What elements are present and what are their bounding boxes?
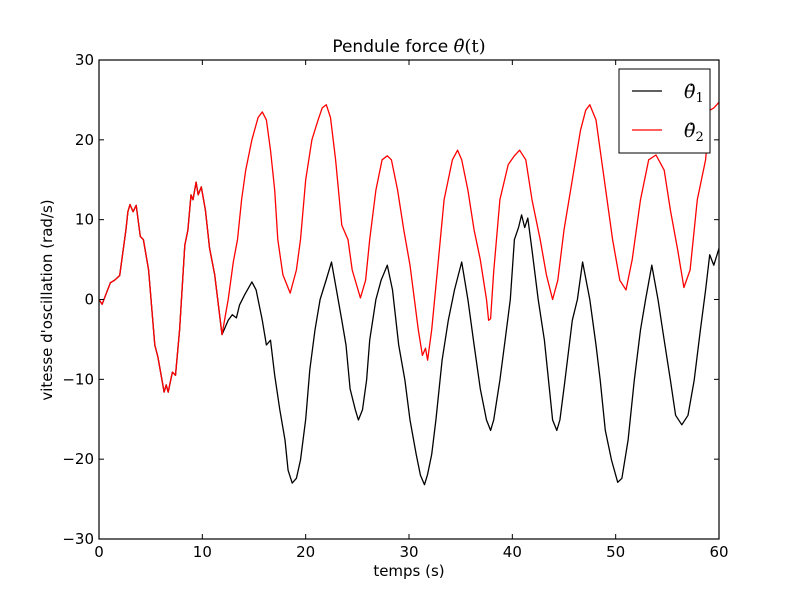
x-tick-label: 10 <box>193 543 212 561</box>
y-axis: −30 −20 −10 0 10 20 30 <box>62 51 719 548</box>
legend-box <box>618 68 711 154</box>
x-axis: 0 10 20 30 40 50 60 <box>94 60 729 561</box>
x-tick-label: 50 <box>606 543 625 561</box>
y-axis-label: vitesse d'oscillation (rad/s) <box>38 199 56 400</box>
plot-area <box>99 60 719 539</box>
x-tick-label: 40 <box>503 543 522 561</box>
y-tick-label: −10 <box>62 370 94 388</box>
legend-label-theta1: θ̇1 <box>684 81 704 106</box>
y-tick-label: 0 <box>84 291 94 309</box>
series-layer <box>98 101 720 486</box>
y-tick-label: 10 <box>75 211 94 229</box>
x-tick-label: 0 <box>94 543 104 561</box>
y-tick-label: −20 <box>62 450 94 468</box>
y-tick-label: −30 <box>62 530 94 548</box>
y-tick-label: 20 <box>75 131 94 149</box>
legend-label-theta2: θ̇2 <box>684 120 704 145</box>
series-line-theta2 <box>98 101 720 393</box>
y-tick-label: 30 <box>75 51 94 69</box>
x-tick-label: 60 <box>709 543 728 561</box>
x-axis-label: temps (s) <box>373 562 444 580</box>
x-tick-label: 30 <box>399 543 418 561</box>
legend: θ̇1 θ̇2 <box>618 68 711 154</box>
x-tick-label: 20 <box>296 543 315 561</box>
chart-title: Pendule force θ̇(t) <box>332 36 485 57</box>
